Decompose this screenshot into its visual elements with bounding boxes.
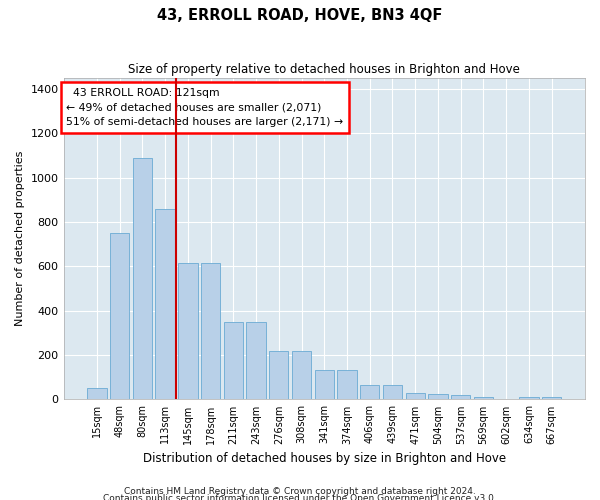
Bar — [201, 263, 220, 400]
X-axis label: Distribution of detached houses by size in Brighton and Hove: Distribution of detached houses by size … — [143, 452, 506, 465]
Bar — [178, 263, 197, 400]
Bar — [87, 388, 107, 400]
Text: Contains public sector information licensed under the Open Government Licence v3: Contains public sector information licen… — [103, 494, 497, 500]
Text: 43, ERROLL ROAD, HOVE, BN3 4QF: 43, ERROLL ROAD, HOVE, BN3 4QF — [157, 8, 443, 22]
Bar — [451, 395, 470, 400]
Bar — [269, 350, 289, 400]
Bar — [155, 209, 175, 400]
Bar — [542, 397, 561, 400]
Bar — [360, 385, 379, 400]
Bar — [247, 322, 266, 400]
Bar — [519, 397, 539, 400]
Bar — [224, 322, 243, 400]
Bar — [292, 350, 311, 400]
Bar — [428, 394, 448, 400]
Bar — [474, 397, 493, 400]
Bar — [383, 385, 402, 400]
Y-axis label: Number of detached properties: Number of detached properties — [15, 151, 25, 326]
Text: Contains HM Land Registry data © Crown copyright and database right 2024.: Contains HM Land Registry data © Crown c… — [124, 487, 476, 496]
Title: Size of property relative to detached houses in Brighton and Hove: Size of property relative to detached ho… — [128, 62, 520, 76]
Text: 43 ERROLL ROAD: 121sqm  
← 49% of detached houses are smaller (2,071)
51% of sem: 43 ERROLL ROAD: 121sqm ← 49% of detached… — [66, 88, 343, 128]
Bar — [337, 370, 356, 400]
Bar — [314, 370, 334, 400]
Bar — [133, 158, 152, 400]
Bar — [406, 393, 425, 400]
Bar — [110, 233, 130, 400]
